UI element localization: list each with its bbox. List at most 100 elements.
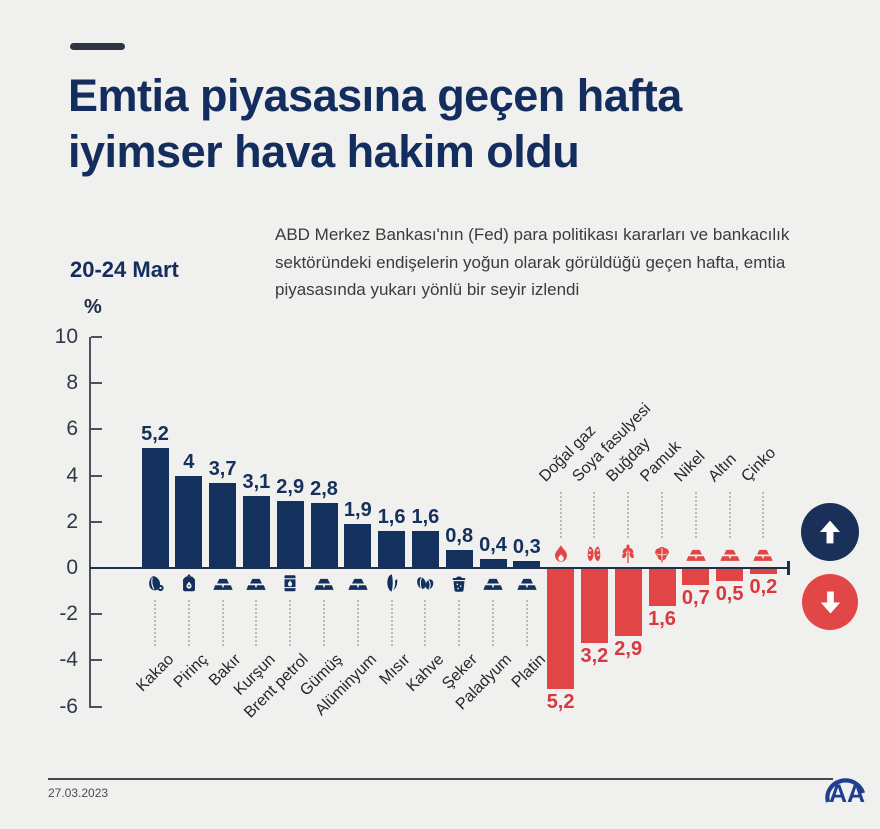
commodity-icon-holder <box>482 572 504 594</box>
ingot-icon <box>245 572 267 594</box>
connector-line <box>289 600 292 646</box>
bar <box>648 569 676 606</box>
arrow-up-icon <box>820 520 840 544</box>
y-axis-tick-label: -6 <box>59 694 78 718</box>
ingot-icon <box>752 543 774 565</box>
y-axis-tick-mark <box>91 474 102 477</box>
pot-icon <box>448 572 470 594</box>
svg-text:AA: AA <box>829 780 865 808</box>
bar-value-label: 0,3 <box>512 536 541 559</box>
connector-line <box>221 600 224 646</box>
bar-value-label: 1,6 <box>648 607 676 630</box>
corn-icon <box>381 572 403 594</box>
bar-value-label: 0,7 <box>681 587 710 610</box>
category-label-text: Platin <box>508 651 549 692</box>
sack-icon <box>178 572 200 594</box>
connector-line <box>593 492 596 538</box>
bar <box>479 558 507 568</box>
bar <box>411 531 439 568</box>
commodity-icon-holder <box>178 572 200 594</box>
subtitle-text: ABD Merkez Bankası'nın (Fed) para politi… <box>275 225 790 299</box>
y-axis-tick-mark <box>91 336 102 338</box>
barrel-icon <box>279 572 301 594</box>
title-line-1: Emtia piyasasına geçen hafta <box>68 70 682 121</box>
footer-divider <box>48 778 833 780</box>
y-axis-tick-label: 10 <box>54 325 78 348</box>
zero-baseline <box>90 567 788 569</box>
bar <box>344 524 372 568</box>
y-axis-tick-mark <box>91 659 102 662</box>
bar-value-label: 5,2 <box>141 422 169 445</box>
bar <box>547 569 575 690</box>
ingot-icon <box>719 543 741 565</box>
commodity-icon-holder <box>516 572 538 594</box>
bar-value-label: 1,6 <box>411 506 440 529</box>
ingot-icon <box>212 572 234 594</box>
connector-line <box>661 492 663 538</box>
y-axis-tick-mark <box>91 613 102 616</box>
bar <box>378 531 406 568</box>
bar-value-label: 2,9 <box>276 476 305 498</box>
bar <box>682 569 710 586</box>
bar-value-label: 0,4 <box>479 533 507 556</box>
unit-label: % <box>84 296 102 318</box>
connector-line <box>728 492 731 538</box>
commodity-icon-holder <box>212 572 234 594</box>
connector-line <box>356 600 359 646</box>
page-title: Emtia piyasasına geçen hafta iyimser hav… <box>68 68 848 180</box>
commodity-icon-holder <box>448 572 470 594</box>
y-axis-tick-label: -4 <box>59 648 78 672</box>
connector-line <box>154 600 156 646</box>
commodity-icon-holder <box>685 543 707 565</box>
coffee-icon <box>414 572 436 594</box>
connector-line <box>424 600 427 646</box>
bar <box>580 569 608 643</box>
connector-line <box>492 600 494 646</box>
y-axis-tick-mark <box>91 382 102 385</box>
y-axis-tick-label: 2 <box>66 509 78 533</box>
bar-value-label: 0,5 <box>715 582 744 605</box>
connector-line <box>187 600 190 646</box>
y-axis-tick-label: 4 <box>66 463 78 487</box>
y-axis-tick-label: 8 <box>66 371 78 395</box>
losers-badge <box>802 574 858 630</box>
bar <box>276 501 304 568</box>
bar <box>242 496 270 568</box>
title-line-2: iyimser hava hakim oldu <box>68 126 580 177</box>
commodity-icon-holder <box>719 543 741 565</box>
commodity-icon-holder <box>381 572 403 594</box>
commodity-icon-holder <box>245 572 267 594</box>
commodity-icon-holder <box>144 572 166 594</box>
bar-value-label: 3,2 <box>580 644 609 667</box>
y-axis-tick-mark <box>91 520 102 523</box>
commodity-icon-holder <box>347 572 369 594</box>
category-label-text: Çinko <box>738 444 780 486</box>
bar-value-label: 1,6 <box>377 506 406 529</box>
bar-value-label: 2,8 <box>310 478 338 501</box>
ingot-icon <box>516 572 538 594</box>
bar <box>445 549 473 568</box>
commodity-icon-holder <box>313 572 335 594</box>
footer-date: 27.03.2023 <box>48 786 109 800</box>
y-axis-tick-mark <box>91 428 102 431</box>
category-label-text: Kakao <box>132 651 178 696</box>
bar <box>141 447 169 568</box>
connector-line <box>323 600 325 646</box>
category-label-text: Pirinç <box>170 651 211 692</box>
commodity-icon-holder <box>752 543 774 565</box>
gainers-badge <box>801 503 859 561</box>
connector-line <box>390 600 393 646</box>
bar-value-label: 4 <box>183 450 195 473</box>
ingot-icon <box>685 543 707 565</box>
category-label-text: Kahve <box>403 651 448 696</box>
commodity-icon-holder <box>651 543 673 565</box>
wheat-icon <box>617 543 639 565</box>
soy-icon <box>583 543 605 565</box>
connector-line <box>458 600 461 646</box>
bar <box>310 503 338 568</box>
connector-line <box>762 492 765 538</box>
bar-value-label: 0,8 <box>445 524 474 547</box>
connector-line <box>627 492 630 538</box>
bar-value-label: 0,2 <box>749 575 778 598</box>
